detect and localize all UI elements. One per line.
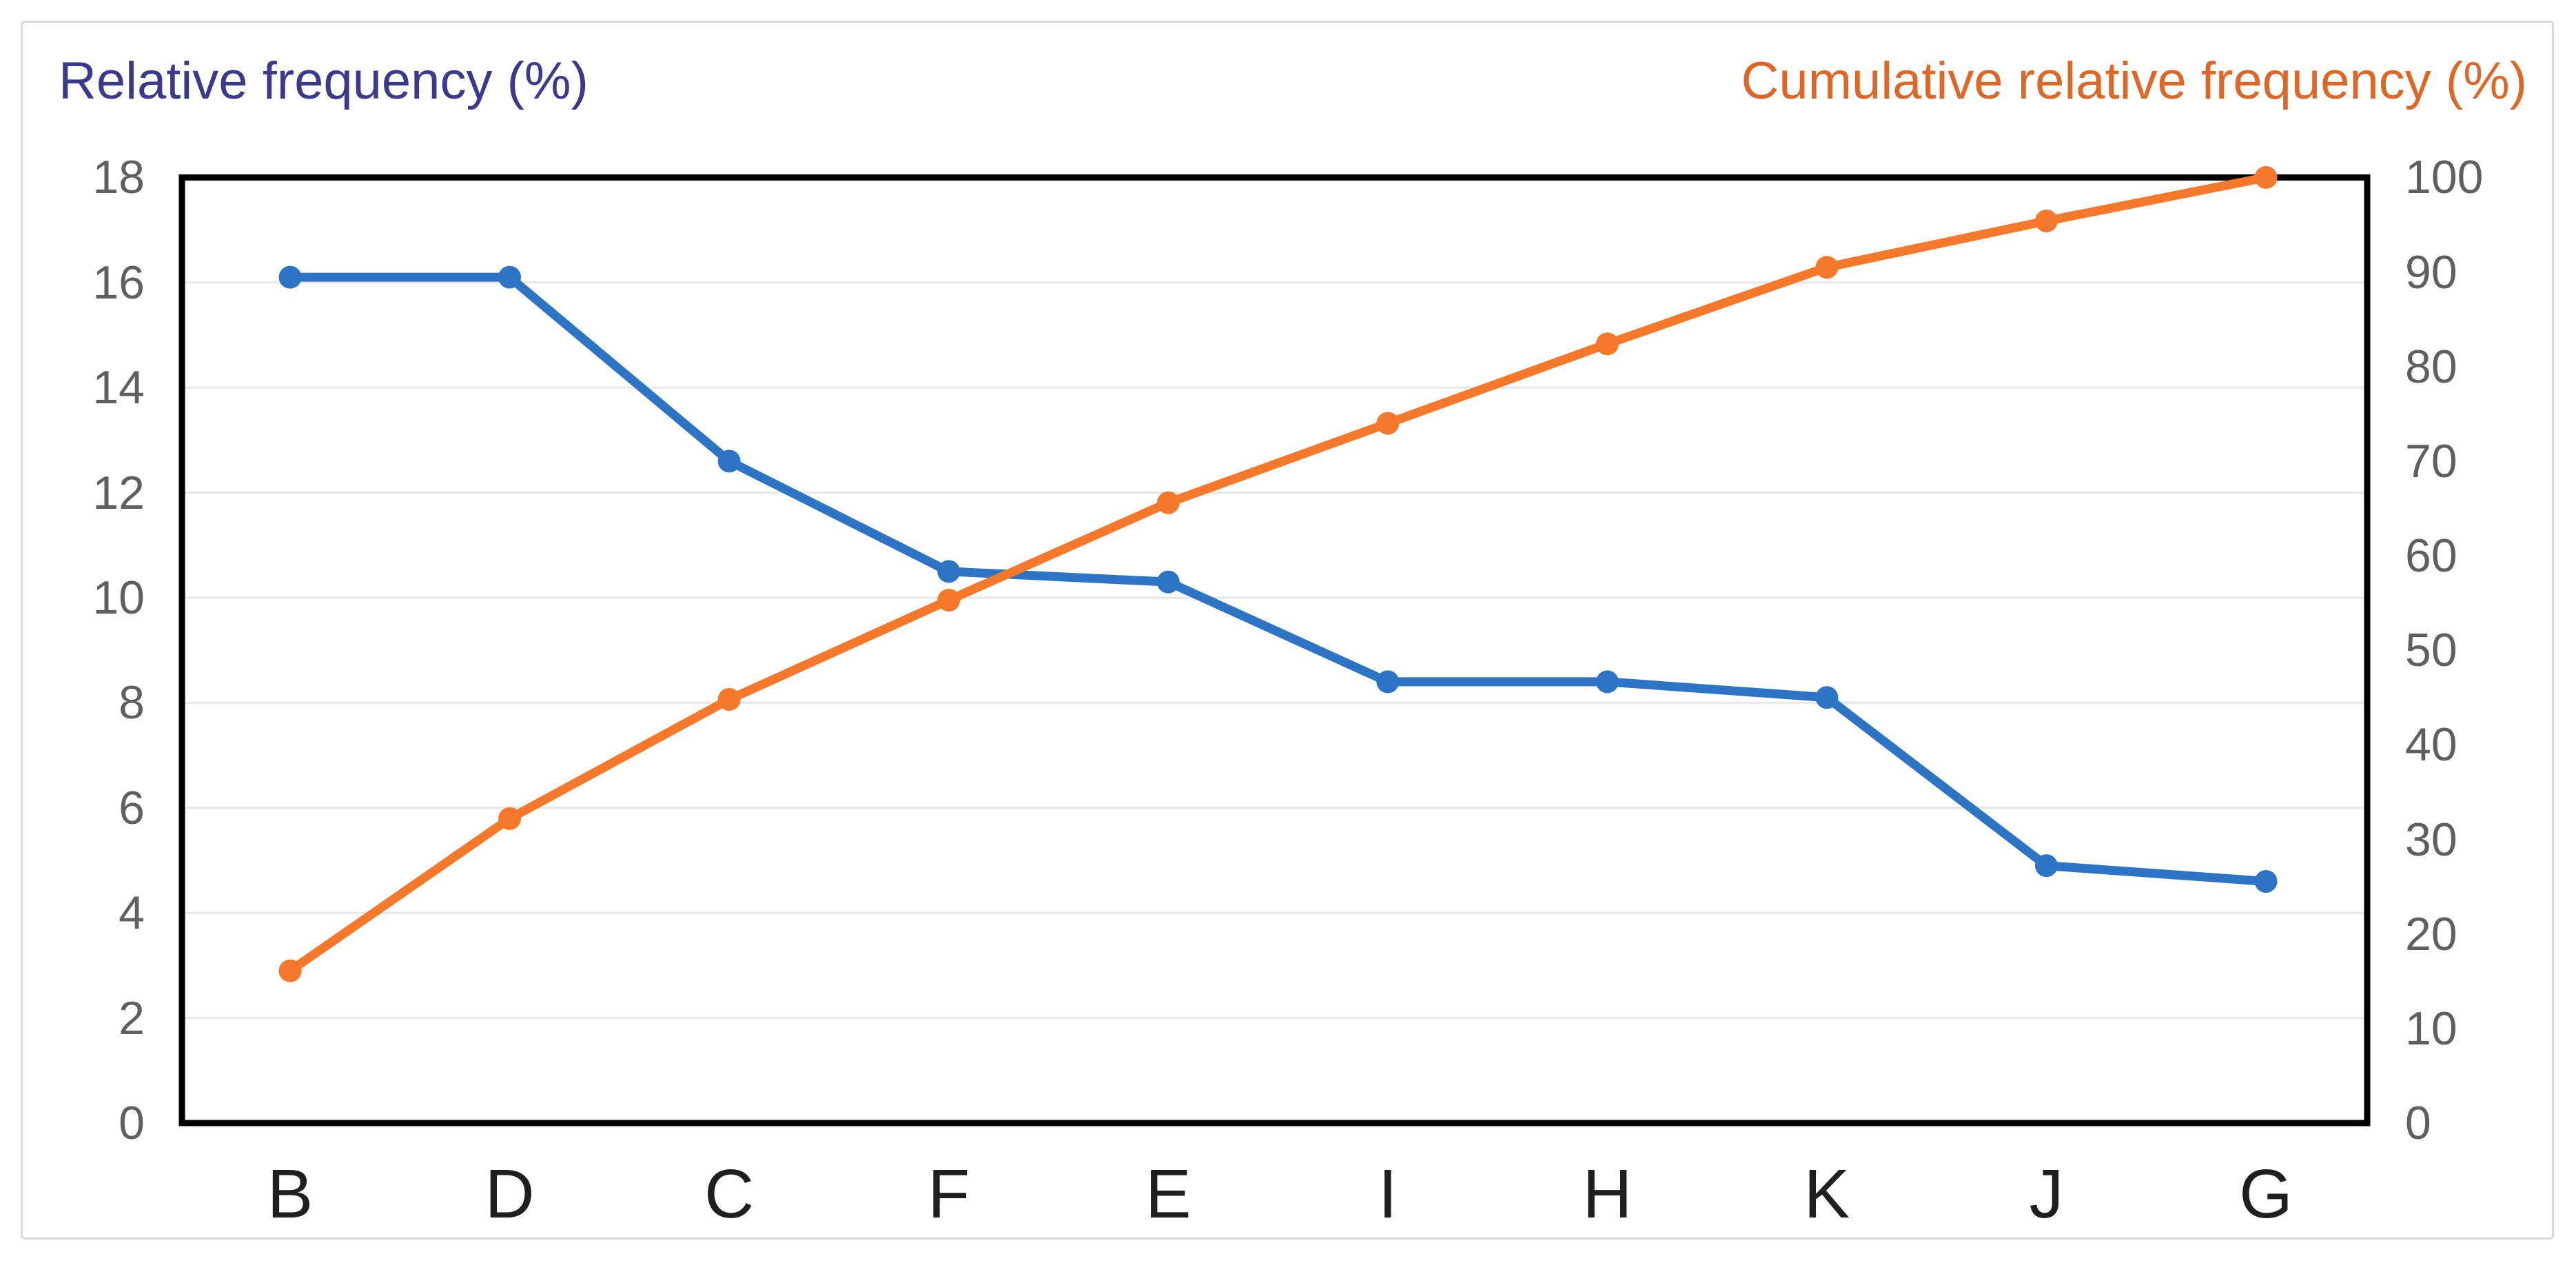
cumulative-relative-frequency-point-G xyxy=(2254,165,2278,189)
x-axis-label-K: K xyxy=(1803,1155,1850,1233)
x-axis-label-F: F xyxy=(928,1155,970,1233)
cumulative-relative-frequency-point-H xyxy=(1595,332,1619,356)
cumulative-relative-frequency-point-J xyxy=(2034,209,2058,232)
right-axis-tick-70: 70 xyxy=(2405,434,2457,487)
x-axis-label-G: G xyxy=(2239,1155,2293,1233)
relative-frequency-point-G xyxy=(2254,869,2278,893)
cumulative-relative-frequency-point-E xyxy=(1156,491,1180,514)
cumulative-relative-frequency-point-C xyxy=(717,688,741,711)
relative-frequency-point-I xyxy=(1376,670,1400,694)
relative-frequency-point-J xyxy=(2034,854,2058,878)
left-axis-tick-12: 12 xyxy=(92,466,145,519)
relative-frequency-point-B xyxy=(278,265,302,289)
relative-frequency-point-H xyxy=(1595,670,1619,694)
relative-frequency-point-F xyxy=(937,560,961,583)
right-axis-tick-0: 0 xyxy=(2405,1097,2431,1149)
x-axis-label-J: J xyxy=(2029,1155,2064,1233)
left-axis-tick-2: 2 xyxy=(119,991,145,1044)
right-axis-tick-60: 60 xyxy=(2405,529,2457,583)
left-axis-tick-6: 6 xyxy=(119,781,145,834)
x-axis-label-C: C xyxy=(704,1155,755,1233)
left-axis-tick-16: 16 xyxy=(92,256,145,309)
relative-frequency-point-C xyxy=(717,449,741,473)
relative-frequency-point-K xyxy=(1815,686,1839,709)
cumulative-relative-frequency-point-F xyxy=(937,589,961,612)
cumulative-relative-frequency-point-K xyxy=(1815,256,1839,279)
x-axis-label-E: E xyxy=(1145,1155,1192,1233)
right-axis-tick-20: 20 xyxy=(2405,907,2457,960)
x-axis-label-H: H xyxy=(1582,1155,1633,1233)
cumulative-relative-frequency-point-D xyxy=(498,807,522,830)
chart-card xyxy=(21,21,2554,1240)
x-axis-label-B: B xyxy=(267,1155,314,1233)
cumulative-relative-frequency-point-I xyxy=(1376,412,1400,435)
left-axis-tick-10: 10 xyxy=(92,572,145,624)
right-axis-title: Cumulative relative frequency (%) xyxy=(1741,52,2527,110)
left-axis-title: Relative frequency (%) xyxy=(59,52,589,110)
right-axis-tick-30: 30 xyxy=(2405,813,2457,866)
relative-frequency-line xyxy=(285,272,2271,886)
right-axis-tick-80: 80 xyxy=(2405,340,2457,393)
left-axis-tick-14: 14 xyxy=(92,361,145,414)
right-axis-tick-50: 50 xyxy=(2405,624,2457,677)
left-axis-tick-4: 4 xyxy=(119,887,145,940)
left-axis-tick-8: 8 xyxy=(119,676,145,729)
plot-border xyxy=(178,174,2371,1126)
right-axis-tick-90: 90 xyxy=(2405,245,2457,299)
cumulative-relative-frequency-line xyxy=(285,172,2271,976)
x-axis-label-D: D xyxy=(484,1155,535,1233)
relative-frequency-point-D xyxy=(498,265,522,289)
cumulative-relative-frequency-point-B xyxy=(278,959,302,982)
left-axis-tick-0: 0 xyxy=(119,1097,145,1149)
right-axis-tick-100: 100 xyxy=(2405,151,2484,204)
left-axis-tick-18: 18 xyxy=(92,151,145,204)
relative-frequency-point-E xyxy=(1156,570,1180,594)
x-axis-label-I: I xyxy=(1378,1155,1398,1233)
right-axis-tick-10: 10 xyxy=(2405,1002,2457,1055)
right-axis-tick-40: 40 xyxy=(2405,718,2457,771)
